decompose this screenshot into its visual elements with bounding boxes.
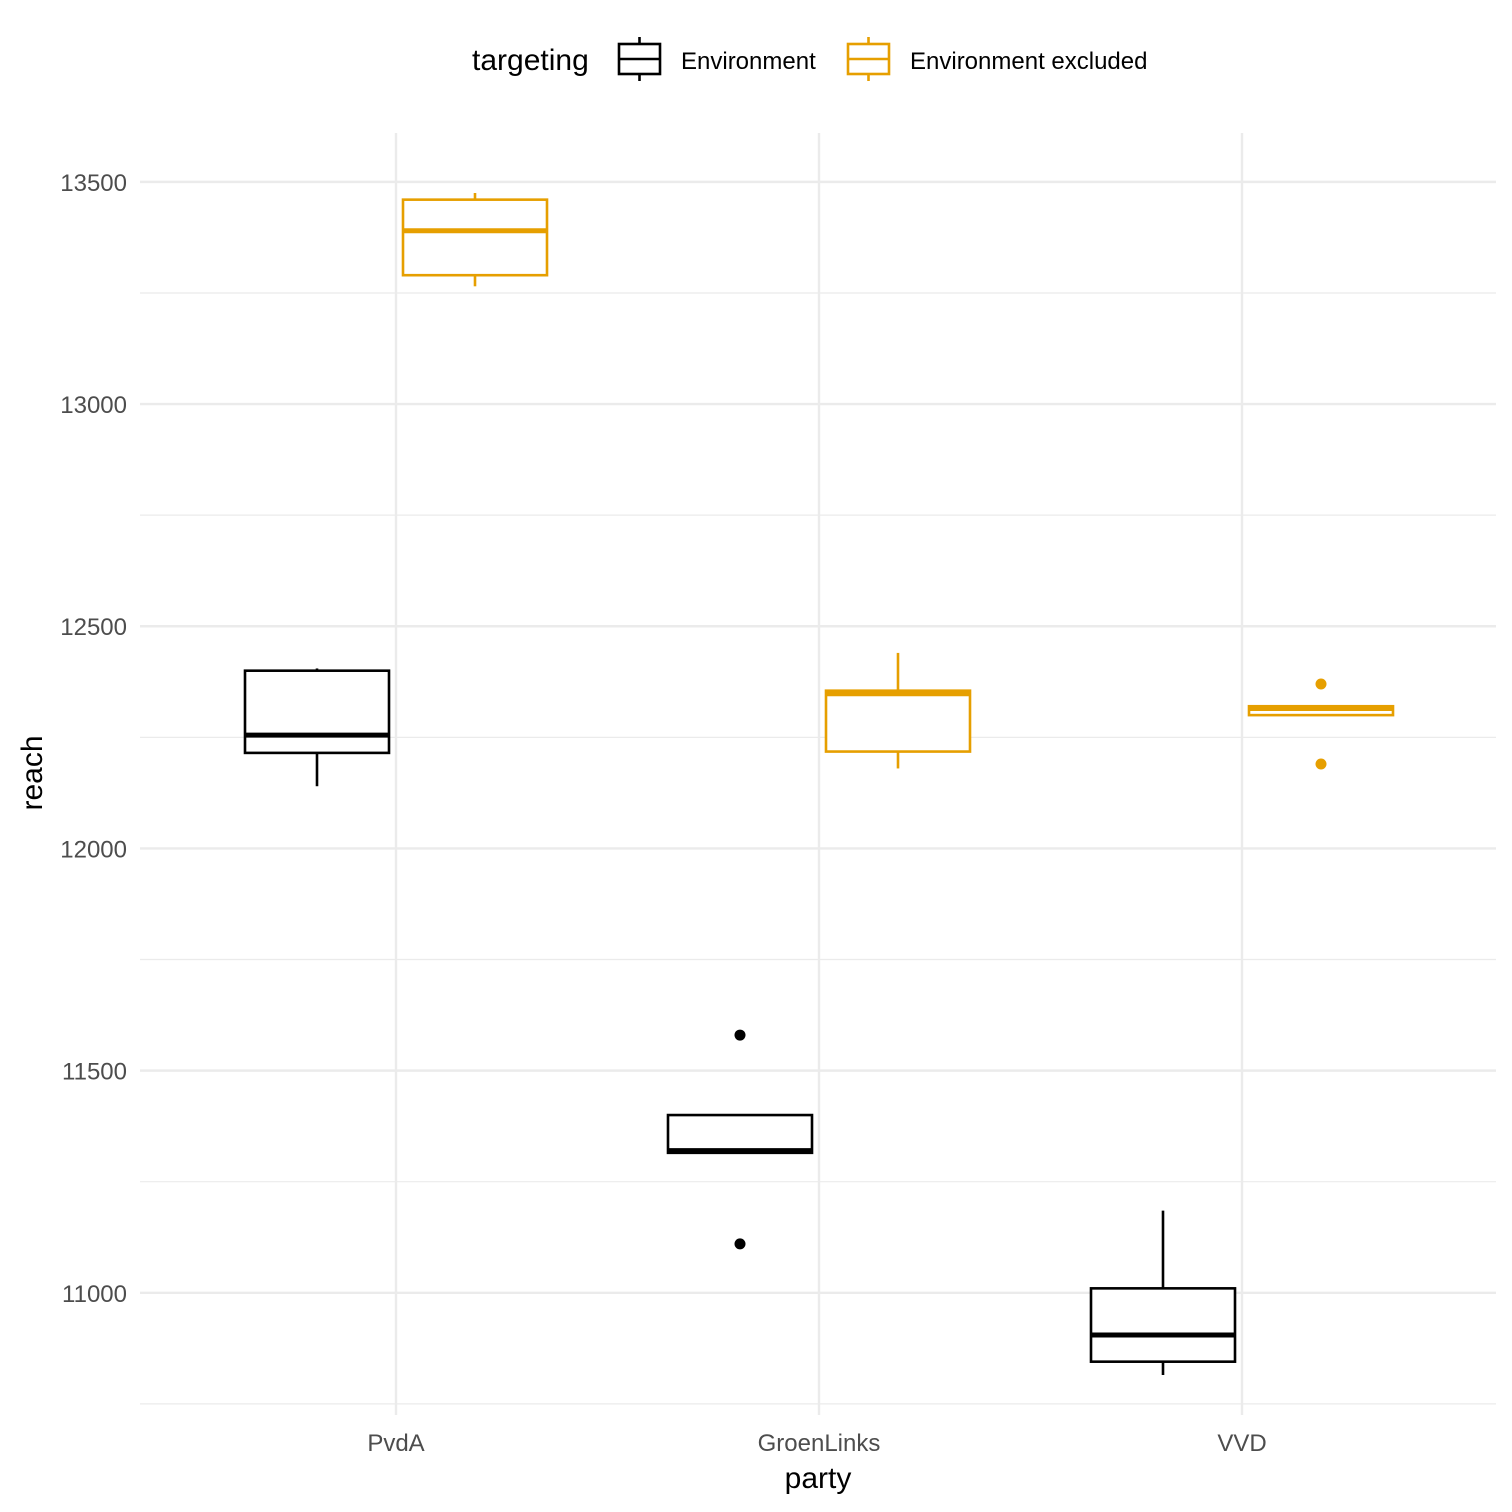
outlier-point xyxy=(734,1238,746,1250)
box-rect xyxy=(1089,1287,1237,1363)
legend-key-environment-excluded xyxy=(846,37,891,81)
box-environment-excluded-vvd xyxy=(1247,678,1395,770)
legend-title: targeting xyxy=(472,44,589,77)
box-rect xyxy=(401,198,549,277)
x-tick-label: PvdA xyxy=(367,1430,424,1457)
box-rect xyxy=(243,669,391,755)
y-tick-label: 12000 xyxy=(60,836,127,863)
y-axis-title: reach xyxy=(16,735,49,810)
box-environment-excluded-groenlinks xyxy=(824,652,972,769)
x-axis-title: party xyxy=(785,1462,852,1495)
outlier-point xyxy=(734,1029,746,1041)
y-tick-label: 13500 xyxy=(60,170,127,197)
legend-label: Environment xyxy=(681,48,816,75)
box-environment-pvda xyxy=(243,668,391,787)
legend: targeting Environment Environment exclude… xyxy=(472,37,1147,81)
y-tick-label: 11000 xyxy=(62,1281,127,1308)
x-axis-tick-labels: PvdA GroenLinks VVD xyxy=(367,1430,1266,1457)
outlier-point xyxy=(1315,678,1327,690)
box-environment-vvd xyxy=(1089,1210,1237,1376)
box-environment-groenlinks xyxy=(666,1029,814,1250)
x-tick-label: VVD xyxy=(1217,1430,1266,1457)
y-axis-tick-labels: 11000 11500 12000 12500 13000 13500 xyxy=(60,170,127,1308)
legend-key-environment xyxy=(617,37,662,81)
y-tick-label: 12500 xyxy=(60,614,127,641)
box-rect xyxy=(824,689,972,753)
box-environment-excluded-pvda xyxy=(401,192,549,287)
y-tick-label: 11500 xyxy=(62,1059,127,1086)
box-plots xyxy=(243,192,1395,1376)
box-rect xyxy=(666,1113,814,1155)
x-tick-label: GroenLinks xyxy=(758,1430,881,1457)
major-gridlines xyxy=(140,133,1496,1415)
y-tick-label: 13000 xyxy=(60,392,127,419)
outlier-point xyxy=(1315,758,1327,770)
legend-label: Environment excluded xyxy=(910,48,1147,75)
